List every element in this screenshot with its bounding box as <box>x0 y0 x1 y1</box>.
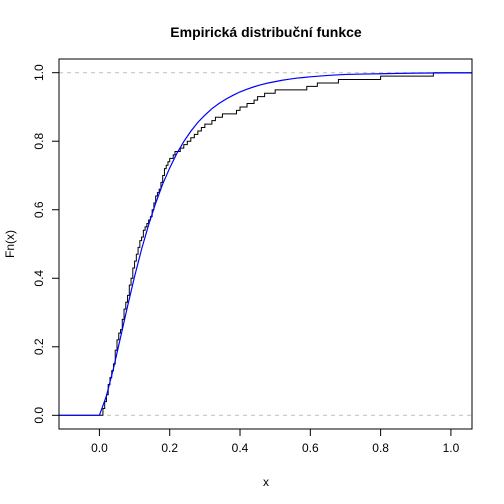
plot-frame <box>58 58 473 430</box>
y-axis: 0.0 0.2 0.4 0.6 0.8 1.0 <box>32 64 59 424</box>
ecdf-step-line <box>59 72 472 416</box>
y-tick-label-1: 0.2 <box>32 338 46 355</box>
y-tick-label-2: 0.4 <box>32 270 46 287</box>
x-tick-label-0: 0.0 <box>91 441 108 455</box>
y-tick-label-5: 1.0 <box>32 64 46 81</box>
y-tick-label-4: 0.8 <box>32 133 46 150</box>
x-tick-label-1: 0.2 <box>161 441 178 455</box>
x-tick-label-4: 0.8 <box>372 441 389 455</box>
y-tick-label-3: 0.6 <box>32 201 46 218</box>
x-axis: 0.0 0.2 0.4 0.6 0.8 1.0 <box>91 429 460 455</box>
y-axis-label: Fn(x) <box>3 230 17 258</box>
reference-lines <box>59 72 472 416</box>
plot-data <box>59 72 472 416</box>
chart-title: Empirická distribuční funkce <box>170 24 362 40</box>
x-tick-label-3: 0.6 <box>302 441 319 455</box>
theoretical-cdf-curve <box>59 72 472 416</box>
y-tick-label-0: 0.0 <box>32 407 46 424</box>
x-axis-label: x <box>263 475 269 489</box>
x-tick-label-2: 0.4 <box>232 441 249 455</box>
x-tick-label-5: 1.0 <box>443 441 460 455</box>
